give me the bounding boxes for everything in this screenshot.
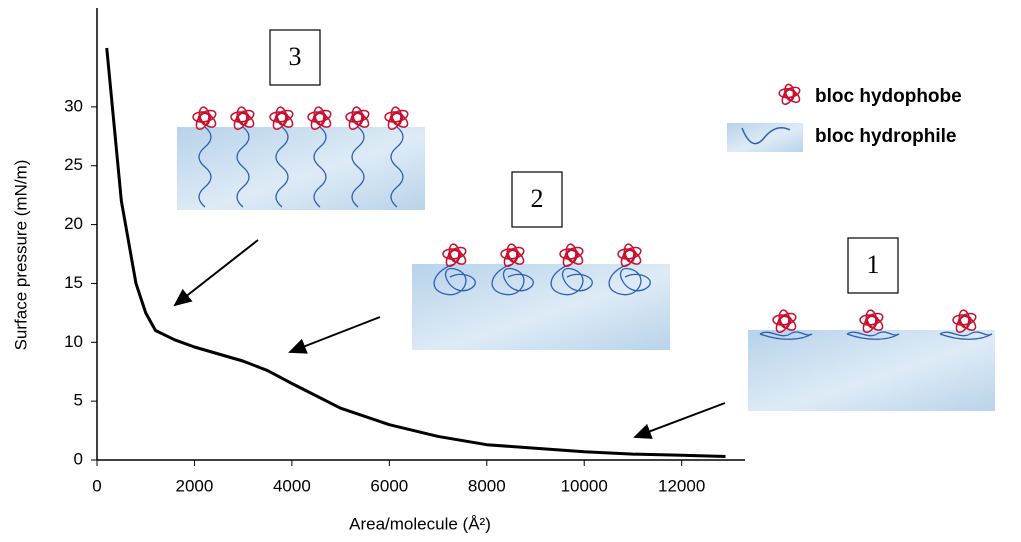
hydrophobe-blob [778, 83, 801, 106]
arrow [633, 402, 726, 439]
hydrophobe-blob [269, 106, 294, 131]
state-box-frame [269, 29, 321, 86]
hydrophile-chain [236, 126, 250, 208]
blob-loop [312, 109, 332, 123]
water-layer [177, 127, 425, 210]
hydrophile-chain [390, 126, 404, 208]
state-box: 1 [847, 237, 899, 294]
legend-wave [741, 127, 791, 145]
arrow [173, 239, 259, 307]
hydrophile-chain [433, 263, 476, 296]
hydrophobe-blob [500, 243, 525, 268]
hydrophile-chain [550, 263, 593, 296]
blob-loop [564, 246, 584, 260]
x-tick-label: 2000 [176, 476, 214, 495]
hydrophobe-blob [230, 106, 255, 131]
blob-loop [447, 246, 467, 260]
hydrophile-chain [313, 126, 327, 208]
hydrophobe-blob [617, 243, 642, 268]
blob-loop [622, 246, 642, 260]
hydrophile-chain [939, 331, 993, 340]
blob-loop [777, 312, 797, 326]
arrow [288, 316, 381, 354]
blob-loop [505, 246, 525, 260]
hydrophobe-blob [952, 309, 977, 334]
y-tick-label: 0 [74, 449, 83, 468]
hydrophile-chain [351, 126, 365, 208]
hydrophobe-blob [442, 243, 467, 268]
blob-loop [957, 312, 977, 326]
hydrophobe-blob [345, 106, 370, 131]
hydrophile-chain [846, 331, 900, 340]
blob-loop [235, 109, 255, 123]
hydrophobe-blob [859, 309, 884, 334]
legend-label: bloc hydophobe [815, 86, 962, 107]
blob-loop [197, 109, 217, 123]
y-tick-label: 25 [64, 155, 83, 174]
y-tick-label: 5 [74, 391, 83, 410]
x-tick-label: 10000 [561, 476, 608, 495]
hydrophobe-blob [384, 106, 409, 131]
legend-label: bloc hydrophile [815, 126, 956, 147]
state-box: 2 [511, 171, 563, 228]
state-label: 2 [531, 184, 544, 213]
x-tick-label: 8000 [468, 476, 506, 495]
x-axis-label: Area/molecule (Å²) [349, 514, 491, 533]
y-tick-label: 15 [64, 273, 83, 292]
blob-loop [864, 312, 884, 326]
water-layer [412, 264, 670, 350]
state-label: 1 [867, 250, 880, 279]
y-tick-label: 10 [64, 332, 83, 351]
data-line [105, 47, 726, 458]
y-axis-label: Surface pressure (mN/m) [11, 160, 30, 351]
x-tick-label: 0 [92, 476, 101, 495]
state-box: 3 [269, 29, 321, 86]
blob-loop [783, 86, 801, 99]
hydrophile-chain [275, 126, 289, 208]
blob-loop [274, 109, 294, 123]
x-tick-label: 4000 [273, 476, 311, 495]
state-box-frame [511, 171, 563, 228]
y-tick-label: 20 [64, 214, 83, 233]
hydrophile-chain [608, 263, 651, 296]
hydrophobe-blob [192, 106, 217, 131]
y-tick-label: 30 [64, 96, 83, 115]
hydrophobe-blob [307, 106, 332, 131]
hydrophobe-blob [559, 243, 584, 268]
x-tick-label: 12000 [658, 476, 705, 495]
blob-loop [350, 109, 370, 123]
x-tick-label: 6000 [370, 476, 408, 495]
hydrophile-chain [491, 263, 534, 296]
blob-loop [389, 109, 409, 123]
water-layer [748, 330, 995, 411]
hydrophobe-blob [772, 309, 797, 334]
state-label: 3 [289, 42, 302, 71]
hydrophile-chain [198, 126, 212, 208]
hydrophile-chain [759, 331, 813, 340]
state-box-frame [847, 237, 899, 294]
